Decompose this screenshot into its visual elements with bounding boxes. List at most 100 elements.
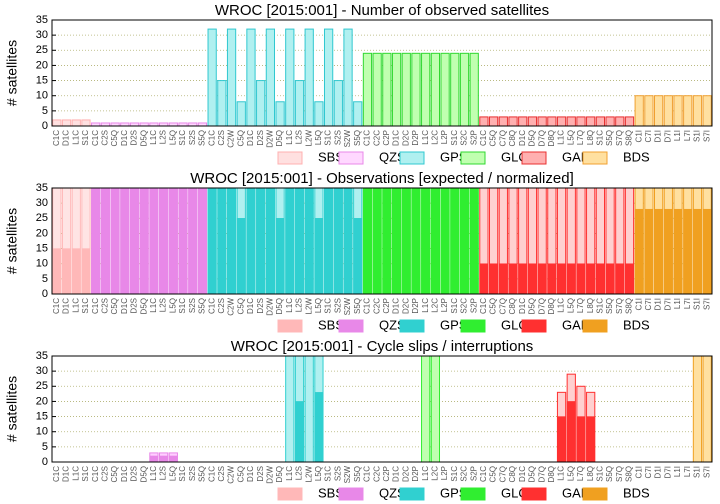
- bar: [653, 95, 664, 127]
- x-tick-label: S2C: [460, 298, 469, 314]
- chart-title: WROC [2015:001] - Number of observed sat…: [215, 2, 549, 19]
- x-tick-label: S2C: [460, 466, 469, 482]
- x-tick-label: S1C: [324, 466, 333, 482]
- bar-inner: [625, 263, 634, 295]
- bar: [236, 101, 246, 127]
- x-tick-label: C5Q: [236, 298, 245, 314]
- y-tick-label: 15: [36, 410, 48, 422]
- bar: [61, 119, 72, 127]
- x-tick-label: S2W: [343, 130, 352, 148]
- y-tick-label: 0: [42, 120, 48, 132]
- bar: [81, 119, 91, 127]
- y-tick-label: 25: [36, 212, 48, 224]
- x-tick-label: D2S: [130, 130, 139, 146]
- x-tick-label: D2S: [256, 130, 265, 146]
- bar: [382, 52, 392, 127]
- x-tick-label: C5Q: [110, 130, 119, 146]
- bar-inner: [586, 263, 596, 295]
- bar-inner: [421, 187, 431, 295]
- bar: [265, 28, 276, 127]
- bar: [450, 52, 460, 127]
- x-tick-label: D1C: [246, 466, 255, 482]
- bar: [256, 80, 266, 127]
- x-tick-label: L1I: [673, 298, 682, 309]
- bar: [294, 80, 305, 127]
- x-tick-label: C1C: [363, 298, 372, 314]
- x-tick-label: C8Q: [508, 130, 517, 146]
- x-tick-label: L2W: [304, 466, 313, 483]
- y-axis-label: # satellites: [4, 208, 20, 274]
- bar-inner: [275, 218, 285, 295]
- bar-inner: [159, 187, 168, 295]
- bar-inner: [576, 416, 586, 463]
- bar-inner: [634, 208, 644, 295]
- x-tick-label: D2P: [411, 130, 420, 146]
- bar: [556, 116, 567, 127]
- bar: [615, 116, 625, 127]
- bar-inner: [547, 263, 557, 295]
- x-tick-label: L5Q: [566, 466, 575, 481]
- bar-inner: [149, 187, 159, 295]
- x-tick-label: C1C: [479, 298, 488, 314]
- x-tick-label: C1I: [634, 130, 643, 142]
- bar: [634, 95, 644, 127]
- y-tick-label: 30: [36, 197, 48, 209]
- x-tick-label: S8Q: [625, 298, 634, 314]
- legend-label: BDS: [623, 149, 650, 164]
- x-tick-label: L1C: [149, 466, 158, 481]
- x-tick-label: C2S: [217, 466, 226, 482]
- bar-inner: [159, 455, 168, 463]
- bar: [391, 52, 402, 127]
- x-tick-label: D1C: [62, 298, 71, 314]
- x-tick-label: D2C: [401, 466, 410, 482]
- x-tick-label: S2S: [188, 466, 197, 481]
- x-tick-label: D5Q: [528, 466, 537, 482]
- x-tick-label: S5Q: [605, 298, 614, 314]
- x-tick-label: L1C: [285, 298, 294, 313]
- x-tick-label: D7I: [663, 130, 672, 142]
- y-tick-label: 10: [36, 258, 48, 270]
- bar-inner: [382, 187, 392, 295]
- bar-inner: [498, 263, 508, 295]
- bar: [459, 52, 470, 127]
- x-tick-label: D5Q: [139, 466, 148, 482]
- x-tick-label: D2W: [265, 466, 274, 484]
- bar: [508, 116, 518, 127]
- bar-inner: [52, 248, 62, 295]
- legend-swatch: [460, 151, 486, 165]
- x-tick-label: S2S: [188, 130, 197, 145]
- x-tick-label: S1C: [324, 298, 333, 314]
- bar-inner: [605, 263, 615, 295]
- x-tick-label: S5Q: [605, 466, 614, 482]
- bar-inner: [178, 187, 188, 295]
- x-tick-label: L2S: [159, 466, 168, 480]
- x-tick-label: L8Q: [586, 298, 595, 313]
- x-tick-label: C8Q: [508, 466, 517, 482]
- legend-label: SBS: [318, 317, 344, 332]
- x-tick-label: D7I: [663, 298, 672, 310]
- x-tick-label: S2P: [469, 298, 478, 313]
- y-tick-label: 20: [36, 227, 48, 239]
- x-tick-label: L1C: [285, 130, 294, 145]
- bar-inner: [149, 455, 159, 463]
- x-tick-label: C2W: [227, 130, 236, 148]
- x-tick-label: S5Q: [198, 466, 207, 482]
- legend-label: BDS: [623, 485, 650, 500]
- bar: [217, 80, 227, 127]
- x-tick-label: S1I: [693, 298, 702, 310]
- x-tick-label: C5Q: [110, 298, 119, 314]
- x-tick-label: S1C: [178, 130, 187, 146]
- bar: [333, 80, 343, 127]
- x-tick-label: S2S: [333, 298, 342, 313]
- x-tick-label: L1I: [673, 130, 682, 141]
- x-tick-label: S8Q: [625, 130, 634, 146]
- x-tick-label: C1C: [479, 466, 488, 482]
- x-tick-label: S1C: [81, 466, 90, 482]
- x-tick-label: S1C: [324, 130, 333, 146]
- bar-inner: [450, 187, 460, 295]
- x-tick-label: L1C: [71, 466, 80, 481]
- x-tick-label: S5Q: [198, 130, 207, 146]
- x-tick-label: S1C: [81, 130, 90, 146]
- x-tick-label: S1C: [595, 298, 604, 314]
